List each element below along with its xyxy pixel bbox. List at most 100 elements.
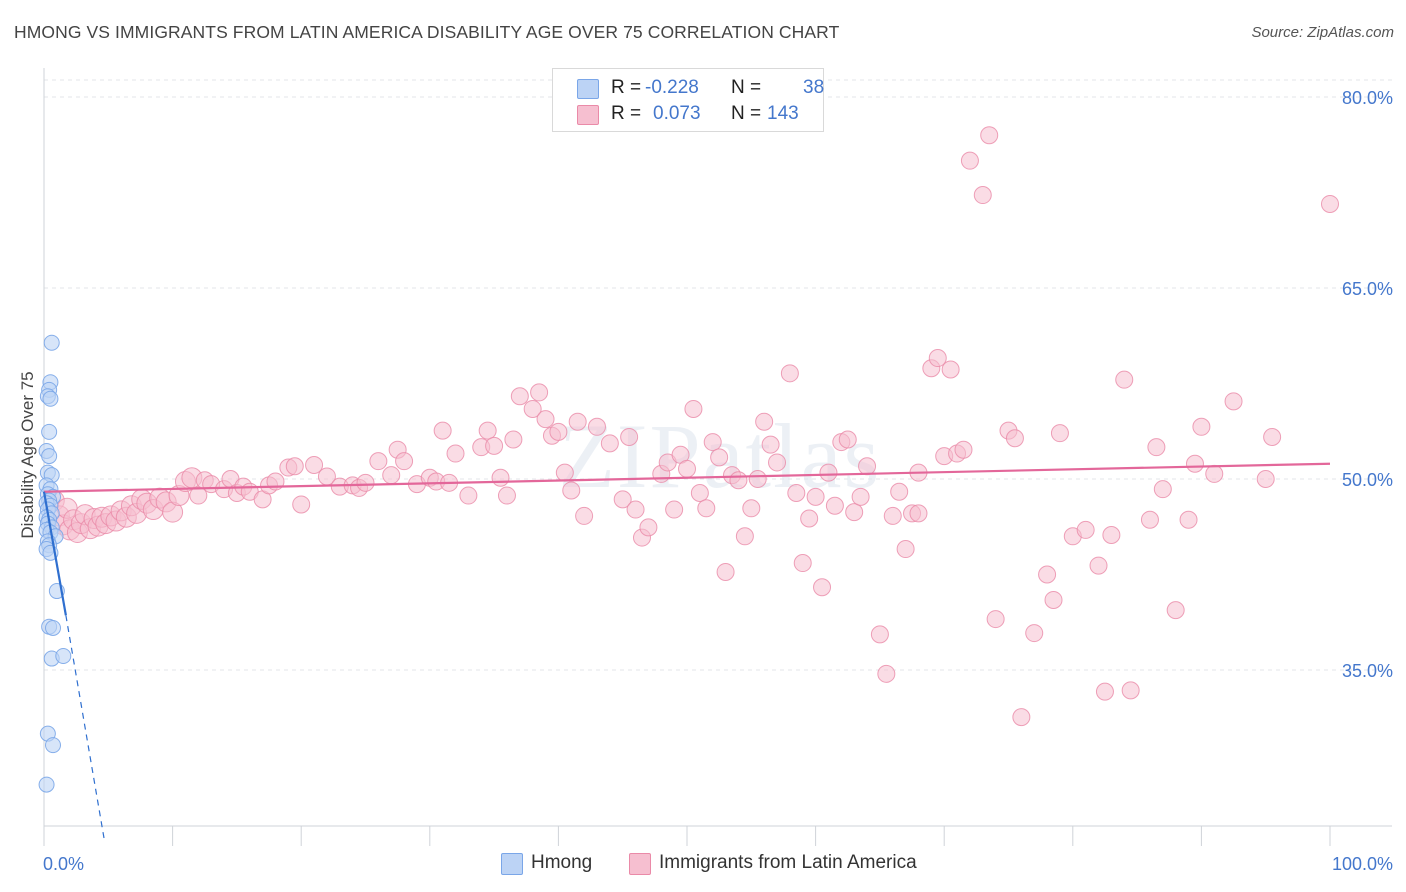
latin-america-point [575, 506, 594, 525]
n-label: N = [731, 77, 762, 98]
latin-america-point [858, 457, 877, 476]
latin-america-point [305, 455, 324, 474]
latin-america-point [1121, 681, 1140, 700]
latin-america-point [787, 484, 806, 503]
latin-america-point [530, 383, 549, 402]
latin-america-point [851, 487, 870, 506]
latin-america-point [613, 490, 632, 509]
latin-america-point [292, 495, 311, 514]
latin-america-point [678, 459, 696, 478]
legend-item-hmong: Hmong [501, 851, 611, 877]
source-label: Source: ZipAtlas.com [1251, 24, 1394, 41]
legend-item-latin-america: Immigrants from Latin America [629, 851, 959, 877]
latin-america-point [986, 610, 1005, 629]
latin-america-point [1038, 565, 1057, 584]
hmong-swatch [501, 853, 523, 875]
x-tick-label: 100.0% [1332, 854, 1393, 874]
latin-america-point [1179, 510, 1198, 529]
latin-america-point [285, 457, 304, 476]
latin-america-point [825, 496, 844, 515]
latin-america-point [1012, 708, 1031, 727]
r-value: 0.073 [653, 103, 701, 124]
latin-america-point [845, 503, 864, 522]
latin-america-point [382, 466, 401, 485]
latin-america-point [710, 448, 729, 467]
latin-america-point [1153, 480, 1172, 499]
latin-america-point [1115, 370, 1134, 389]
latin-america-swatch [629, 853, 651, 875]
latin-america-point [510, 387, 529, 406]
latin-america-point [562, 481, 581, 500]
latin-america-point [870, 625, 889, 644]
latin-america-point [800, 509, 819, 528]
latin-america-point [1166, 601, 1185, 620]
trend-lines [42, 462, 1331, 841]
n-value: 143 [767, 103, 799, 124]
latin-america-point [587, 417, 606, 436]
n-label: N = [731, 103, 762, 124]
latin-america-point [523, 399, 542, 418]
hmong-points [38, 334, 72, 793]
x-tick-labels: 0.0% 100.0% [43, 854, 1393, 874]
y-axis-label: Disability Age Over 75 [18, 371, 37, 538]
hmong-trend-line-extension [65, 615, 106, 841]
hmong-point [42, 390, 59, 407]
y-tick-label: 35.0% [1342, 661, 1393, 681]
latin-america-point [1044, 590, 1063, 609]
latin-america-point [703, 433, 722, 452]
latin-america-point [446, 444, 465, 463]
y-tick-label: 50.0% [1342, 470, 1393, 490]
latin-america-point [954, 440, 973, 459]
latin-america-point [973, 186, 992, 205]
latin-america-point [395, 452, 414, 471]
latin-america-point [768, 453, 787, 472]
latin-america-point [806, 487, 825, 506]
latin-america-point [549, 422, 568, 441]
latin-america-point [1076, 520, 1095, 539]
latin-america-point [459, 486, 478, 505]
hmong-point [43, 334, 60, 351]
r-label: R = [611, 77, 642, 98]
latin-america-point [980, 126, 999, 145]
latin-america-point [433, 421, 452, 440]
hmong-point [45, 737, 62, 754]
latin-america-point [941, 360, 960, 379]
latin-america-point [793, 554, 812, 573]
latin-america-point [485, 436, 504, 455]
latin-america-point [1140, 510, 1159, 529]
latin-america-point [1095, 682, 1114, 701]
correlation-legend: R = -0.228 N = 38 R = 0.073 N = 143 [552, 68, 824, 132]
latin-america-point [536, 410, 555, 429]
y-tick-label: 80.0% [1342, 88, 1393, 108]
hmong-point [55, 647, 72, 664]
latin-america-point [504, 430, 523, 449]
latin-america-point [189, 486, 208, 505]
latin-america-point [928, 349, 947, 368]
latin-america-point [568, 412, 587, 431]
latin-america-point [1147, 438, 1166, 457]
latin-america-point [960, 151, 979, 170]
hmong-point [41, 448, 58, 465]
hmong-point [41, 423, 58, 440]
latin-america-point [1025, 624, 1044, 643]
latin-america-point [716, 562, 735, 581]
latin-america-point [761, 435, 780, 454]
latin-america-point [665, 500, 684, 519]
latin-america-point [1089, 556, 1108, 575]
latin-america-point [729, 471, 748, 490]
latin-america-swatch [577, 105, 599, 125]
r-label: R = [611, 103, 642, 124]
latin-america-point [909, 504, 928, 523]
latin-america-point [735, 527, 754, 546]
y-tick-label: 65.0% [1342, 279, 1393, 299]
latin-america-point [1256, 470, 1275, 488]
hmong-point [38, 776, 55, 793]
latin-america-point [1263, 427, 1282, 446]
latin-america-point [1005, 429, 1024, 448]
hmong-trend-line [42, 491, 67, 616]
latin-america-point [697, 499, 716, 518]
latin-america-point [555, 463, 574, 482]
latin-america-point [1224, 392, 1243, 411]
latin-america-point [883, 506, 902, 525]
